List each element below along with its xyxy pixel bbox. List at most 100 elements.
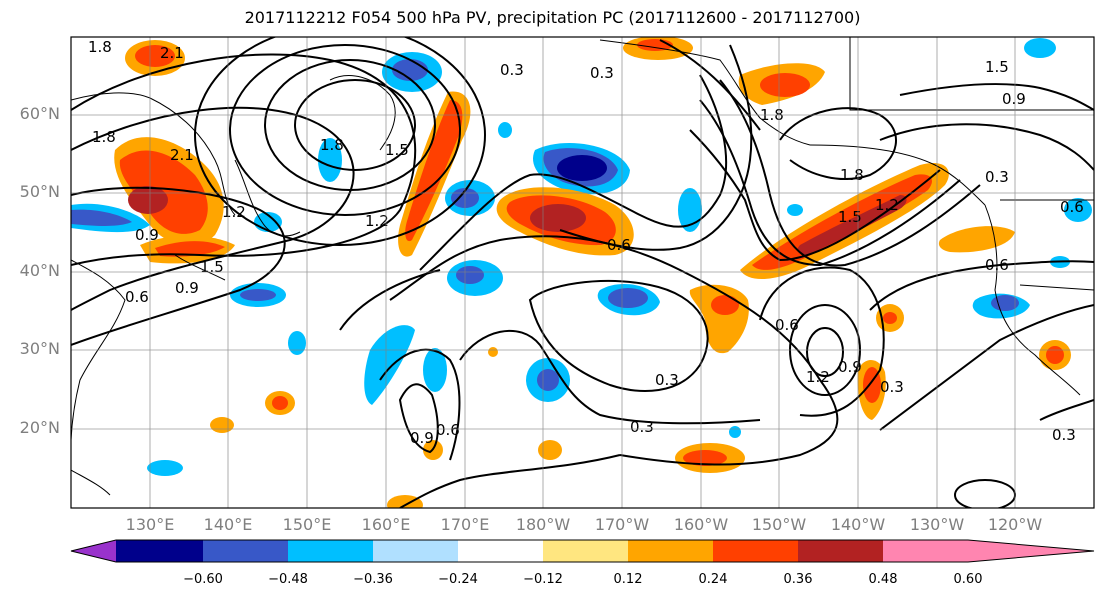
contour-label: 0.9: [135, 226, 159, 244]
colorbar-segment: [628, 540, 713, 562]
pv-contour: [719, 79, 981, 267]
colorbar-segment: [373, 540, 458, 562]
colorbar-segment: [883, 540, 968, 562]
colorbar-tick-label: −0.60: [183, 572, 223, 587]
precip-negative-area: [456, 266, 484, 284]
us-mexico-border: [1019, 284, 1094, 291]
lat-tick-label: 30°N: [19, 339, 60, 358]
precip-negative-area: [729, 426, 741, 438]
pv-contour: [71, 106, 355, 311]
map-panel: 1.8 2.1 1.8 2.1 0.3 0.3 1.5 0.9 1.8 1.5 …: [70, 36, 1095, 509]
lon-tick-label: 130°W: [909, 515, 965, 534]
colorbar-segment: [458, 540, 543, 562]
contour-label: 0.3: [500, 61, 524, 79]
pv-contour: [399, 454, 621, 508]
lat-tick-label: 40°N: [19, 261, 60, 280]
pv-contours: [71, 37, 1094, 508]
contour-label: 0.6: [436, 421, 460, 439]
lon-tick-label: 150°W: [751, 515, 807, 534]
philippines-coastline: [71, 469, 111, 496]
precip-positive-core: [883, 312, 897, 324]
precip-negative-area: [991, 295, 1019, 311]
precip-negative-area: [71, 209, 132, 226]
colorbar-tick-label: 0.48: [868, 572, 898, 587]
colorbar-tick-label: 0.24: [698, 572, 728, 587]
precip-positive-core: [683, 450, 727, 466]
precip-negative-area: [288, 331, 306, 355]
contour-label: 0.9: [410, 429, 434, 447]
precip-positive-area: [488, 347, 498, 357]
colorbar-segment: [116, 540, 203, 562]
pv-contour: [398, 383, 439, 454]
contour-label: 1.5: [985, 58, 1009, 76]
contour-label: 1.8: [320, 136, 344, 154]
pv-contour: [459, 329, 761, 425]
kamchatka-coastline: [329, 75, 396, 151]
contour-label: 0.6: [985, 256, 1009, 274]
contour-label: 0.9: [175, 279, 199, 297]
colorbar-tick-label: 0.60: [953, 572, 983, 587]
precip-positive-core: [797, 195, 907, 256]
map-title: 2017112212 F054 500 hPa PV, precipitatio…: [244, 8, 861, 27]
colorbar-tick-label: −0.36: [353, 572, 393, 587]
lon-tick-label: 160°W: [673, 515, 729, 534]
contour-label: 1.2: [365, 212, 389, 230]
pv-contour: [294, 79, 416, 171]
precip-negative-area: [364, 325, 415, 405]
pv-contour: [71, 186, 286, 346]
pv-contour: [339, 269, 441, 331]
pv-contour: [689, 129, 941, 262]
pv-contour: [759, 266, 885, 417]
precip-positive-area: [752, 174, 932, 270]
contour-label: 0.3: [630, 418, 654, 436]
contour-label: 0.6: [1060, 198, 1084, 216]
pv-contour: [379, 348, 461, 461]
pv-contour: [779, 107, 897, 181]
contour-label: 2.1: [170, 146, 194, 164]
precip-positive-core: [405, 100, 463, 242]
pv-contour: [71, 53, 417, 266]
precip-positive-core: [135, 45, 175, 67]
colorbar-outline: [70, 539, 1095, 563]
contour-label: 0.6: [125, 288, 149, 306]
precip-negative-area: [423, 348, 447, 392]
contour-label: 1.5: [385, 141, 409, 159]
contour-label: 0.6: [607, 236, 631, 254]
pv-contour: [419, 74, 728, 271]
contour-label: 2.1: [160, 44, 184, 62]
precip-positive-core: [760, 73, 810, 97]
colorbar-tick-label: −0.24: [438, 572, 478, 587]
contour-label: 1.8: [840, 166, 864, 184]
canada-border: [849, 37, 1094, 111]
precip-positive-core: [711, 295, 739, 315]
contour-label: 0.3: [985, 168, 1009, 186]
lon-tick-label: 140°E: [203, 515, 253, 534]
contour-label: 1.2: [222, 203, 246, 221]
north-america-coastline: [984, 204, 1081, 396]
lon-tick-label: 130°E: [125, 515, 175, 534]
colorbar-segment: [798, 540, 883, 562]
lat-tick-label: 60°N: [19, 104, 60, 123]
pv-contour: [194, 37, 486, 246]
map-frame: [70, 36, 1095, 509]
precip-negative-area: [498, 122, 512, 138]
colorbar-segment: [203, 540, 288, 562]
precip-negative-area: [1064, 198, 1092, 222]
japan-coastline: [174, 254, 226, 281]
lon-tick-label: 170°W: [594, 515, 650, 534]
precip-negative-area: [537, 369, 559, 391]
lon-tick-label: 140°W: [830, 515, 886, 534]
precip-negative-area: [787, 204, 803, 216]
precip-positive-core: [1046, 346, 1064, 364]
alaska-coastline: [809, 144, 986, 206]
lat-tick-label: 50°N: [19, 182, 60, 201]
colorbar-tick-label: −0.48: [268, 572, 308, 587]
precip-negative-area: [1024, 38, 1056, 58]
asia-coastline: [71, 92, 236, 216]
contour-label: 1.5: [200, 258, 224, 276]
colorbar-extend-high: [968, 540, 1094, 562]
precip-negative-core: [557, 155, 607, 181]
precip-positive-area: [538, 440, 562, 460]
graticule: [71, 37, 1094, 508]
